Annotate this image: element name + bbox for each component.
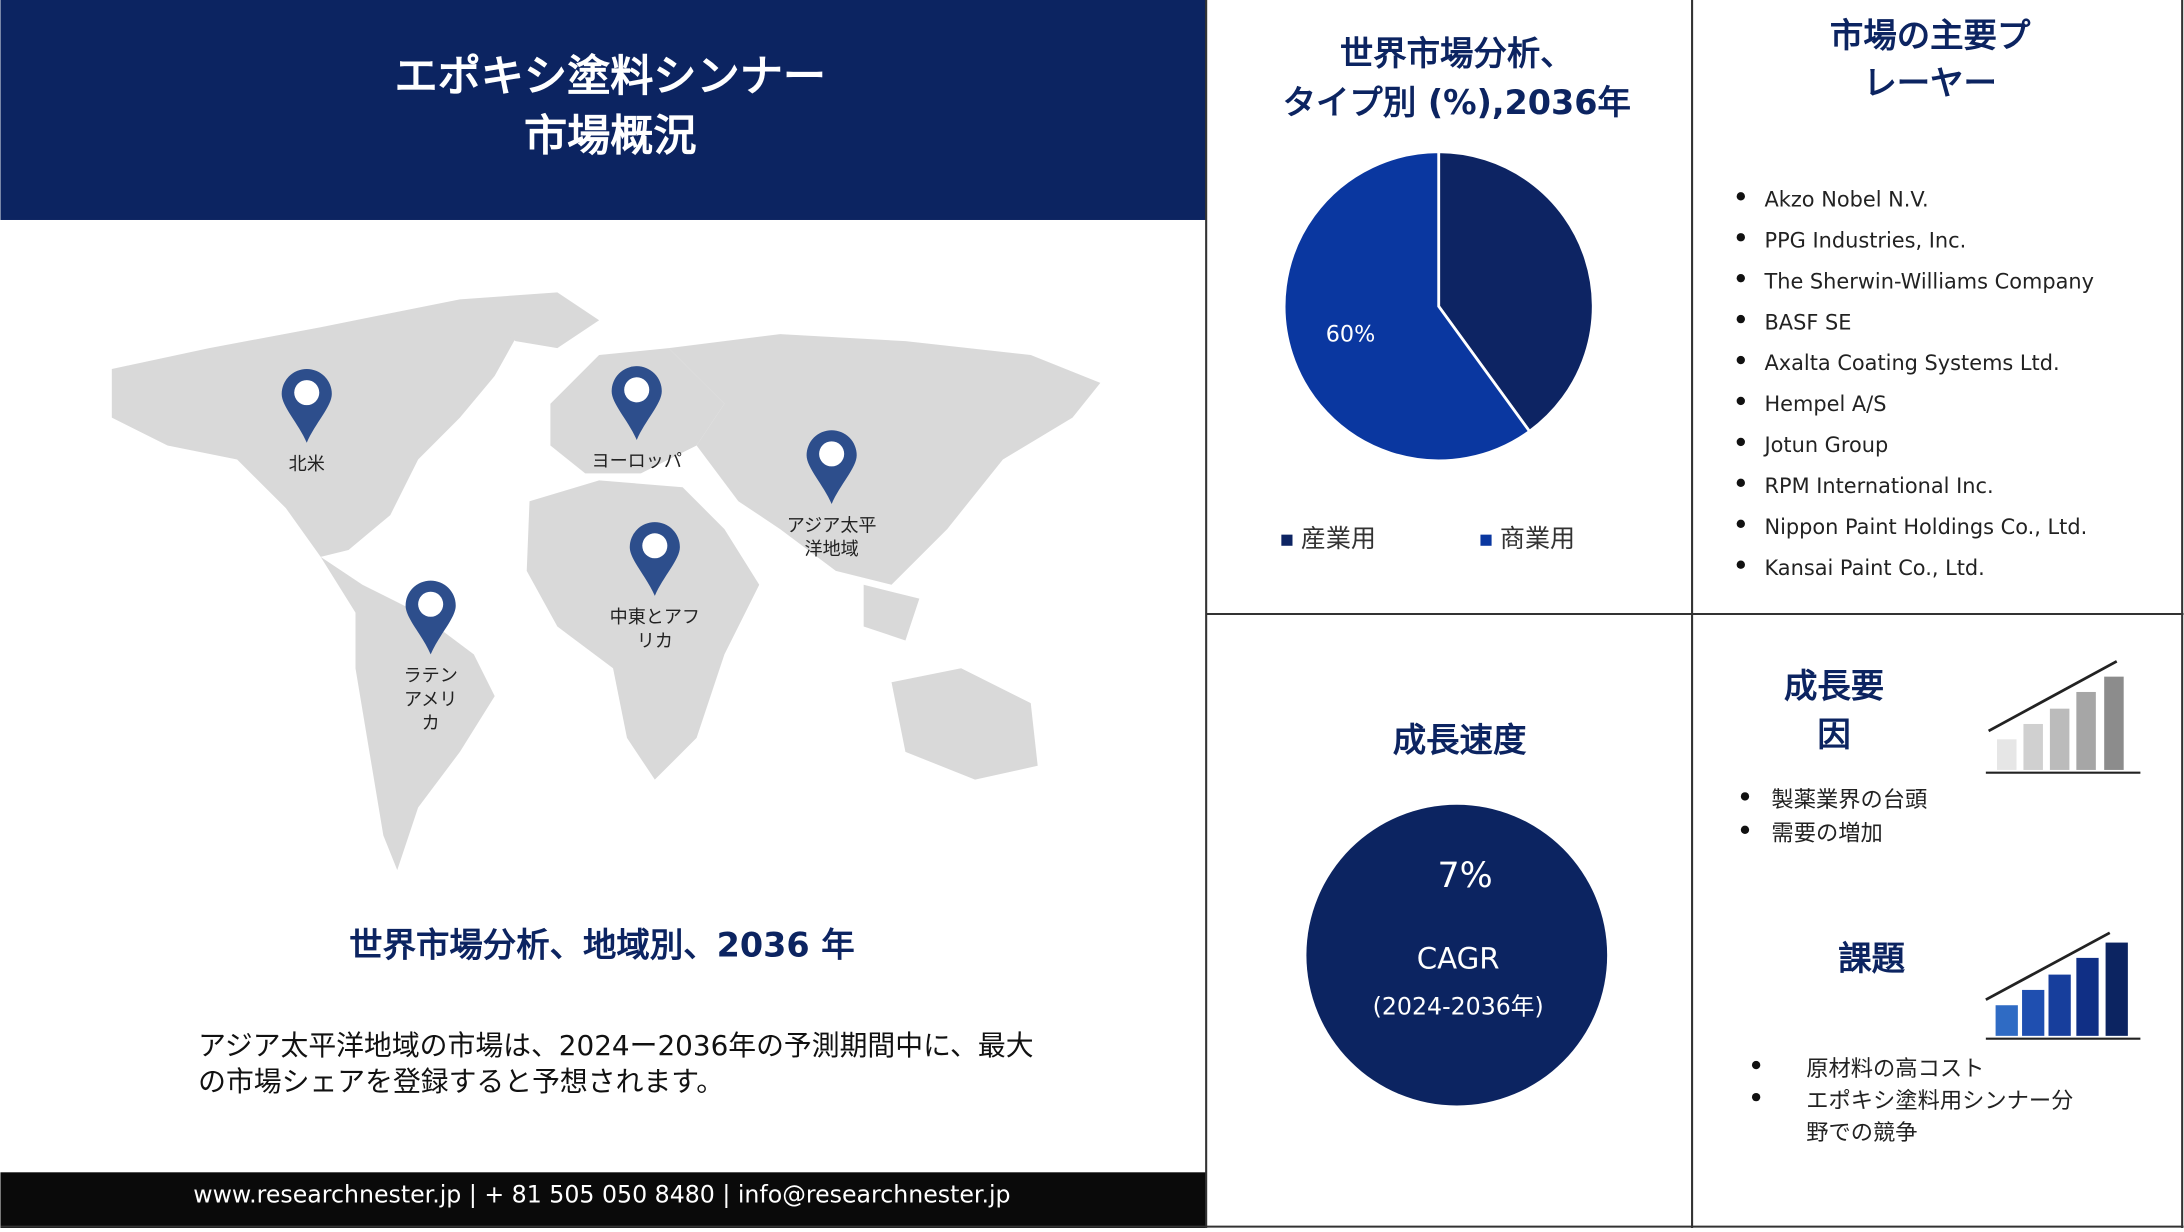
footer-text: www.researchnester.jp | + 81 505 050 848… bbox=[193, 1180, 1010, 1208]
map-pin bbox=[806, 430, 857, 505]
cagr-period: (2024-2036年) bbox=[1373, 993, 1544, 1021]
bullet bbox=[1736, 274, 1745, 283]
driver-item: 製薬業界の台頭 bbox=[1771, 787, 1927, 813]
player-item: PPG Industries, Inc. bbox=[1764, 228, 1966, 252]
map-pin bbox=[405, 580, 456, 655]
player-item: Nippon Paint Holdings Co., Ltd. bbox=[1764, 515, 2087, 539]
region-label: ラテン bbox=[404, 666, 458, 687]
player-item: Axalta Coating Systems Ltd. bbox=[1764, 351, 2059, 375]
bullet bbox=[1751, 1060, 1761, 1070]
legend-label: 産業用 bbox=[1301, 524, 1376, 553]
player-item: Kansai Paint Co., Ltd. bbox=[1764, 556, 1984, 580]
footer-bar bbox=[0, 1172, 1207, 1228]
map-pin-dot bbox=[418, 591, 444, 617]
bullet bbox=[1751, 1092, 1761, 1102]
challenges-title: 課題 bbox=[1838, 939, 1905, 978]
chart-title: 世界市場分析、 bbox=[1340, 34, 1574, 73]
map-pin-dot bbox=[294, 380, 320, 406]
player-item: Hempel A/S bbox=[1764, 392, 1886, 416]
cagr-label: CAGR bbox=[1417, 942, 1500, 976]
region-label: ヨーロッパ bbox=[592, 451, 682, 472]
cagr-value: 7% bbox=[1438, 856, 1493, 896]
pie-slice bbox=[1282, 150, 1532, 463]
map-pin-dot bbox=[624, 377, 650, 403]
region-label: アジア太平 bbox=[787, 515, 877, 536]
map-description: の市場シェアを登録すると予想されます。 bbox=[198, 1065, 724, 1098]
map-pin bbox=[611, 366, 662, 440]
bullet bbox=[1736, 560, 1745, 569]
bullet bbox=[1740, 792, 1750, 801]
map-pin bbox=[629, 522, 680, 596]
chart-title: タイプ別 (%),2036年 bbox=[1283, 83, 1631, 122]
map-pin-dot bbox=[819, 441, 845, 467]
region-label: 北米 bbox=[289, 454, 325, 475]
challenge-item: エポキシ塗料用シンナー分 bbox=[1806, 1088, 2073, 1114]
bullet bbox=[1736, 314, 1745, 324]
drivers-title: 因 bbox=[1817, 715, 1850, 754]
drivers-title: 成長要 bbox=[1784, 666, 1884, 705]
header-title: エポキシ塗料シンナー bbox=[394, 52, 826, 102]
map-title: 世界市場分析、地域別、2036 年 bbox=[349, 925, 854, 964]
challenge-item: 原材料の高コスト bbox=[1806, 1056, 1984, 1082]
pie-label: 60% bbox=[1326, 321, 1376, 347]
player-item: Jotun Group bbox=[1762, 433, 1888, 457]
map-pin-dot bbox=[642, 533, 668, 559]
header-title: 市場概況 bbox=[524, 112, 697, 162]
world-map bbox=[111, 292, 1101, 871]
map-pin bbox=[281, 368, 332, 443]
cagr-circle bbox=[1306, 804, 1608, 1106]
players-title: レーヤー bbox=[1863, 63, 1997, 102]
bullet bbox=[1736, 192, 1745, 201]
map-description: アジア太平洋地域の市場は、2024ー2036年の予測期間中に、最大 bbox=[198, 1029, 1033, 1062]
legend-label: 商業用 bbox=[1500, 524, 1575, 553]
player-item: RPM International Inc. bbox=[1764, 474, 1993, 498]
region-label: 洋地域 bbox=[805, 539, 859, 560]
bullet bbox=[1736, 396, 1745, 406]
growth-title: 成長速度 bbox=[1393, 721, 1527, 760]
region-label: カ bbox=[422, 713, 440, 734]
bullet bbox=[1736, 519, 1745, 528]
player-item: BASF SE bbox=[1764, 310, 1851, 334]
region-label: 中東とアフ bbox=[610, 607, 700, 628]
legend-swatch bbox=[1480, 534, 1492, 546]
bullet bbox=[1736, 233, 1745, 242]
bullet bbox=[1736, 478, 1745, 488]
bullet bbox=[1740, 825, 1750, 834]
player-item: The Sherwin-Williams Company bbox=[1763, 269, 2093, 293]
header-bar bbox=[0, 0, 1207, 220]
challenge-icon bbox=[1985, 931, 2141, 1040]
player-item: Akzo Nobel N.V. bbox=[1764, 187, 1928, 211]
bullet bbox=[1736, 355, 1745, 365]
pie-slice bbox=[1437, 150, 1595, 434]
legend-swatch bbox=[1281, 534, 1293, 546]
challenge-item: 野での競争 bbox=[1806, 1120, 1917, 1146]
growth-icon bbox=[1985, 660, 2141, 774]
bullet bbox=[1736, 437, 1745, 447]
players-title: 市場の主要プ bbox=[1830, 16, 2031, 55]
driver-item: 需要の増加 bbox=[1771, 820, 1882, 846]
region-label: リカ bbox=[637, 631, 673, 652]
region-label: アメリ bbox=[404, 689, 457, 710]
